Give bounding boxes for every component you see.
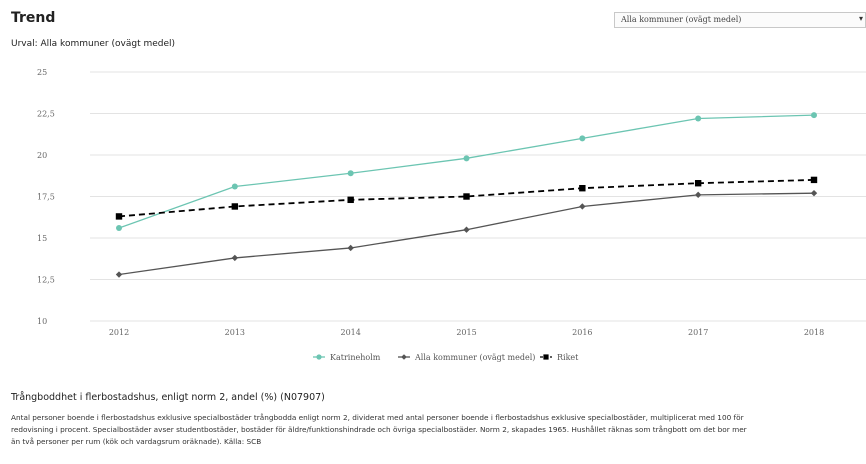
data-point [347,196,354,204]
trend-chart: 10 12,5 15 17,5 20 22,5 25 2012 2013 2014 2015 2016… [37,68,866,362]
data-point [579,203,586,210]
series-line [118,192,815,276]
legend-marker [401,354,407,360]
data-point [811,112,817,119]
y-tick-label: 20 [37,151,47,160]
data-point [694,180,702,187]
data-point [463,193,470,200]
y-tick-label: 12,5 [37,276,55,285]
data-point [810,176,818,184]
chevron-down-icon[interactable]: ▾ [858,14,863,23]
municipality-select-value: Alla kommuner (ovägt medel) [621,15,742,24]
legend-marker [316,354,322,360]
y-tick-label: 17,5 [37,193,55,202]
x-tick-label: 2018 [804,328,824,337]
x-tick-label: 2017 [688,328,708,337]
y-tick-label: 15 [37,234,47,243]
x-tick-label: 2012 [109,328,129,337]
data-point [695,115,702,122]
legend-marker [543,354,549,360]
x-tick-label: 2014 [340,328,360,337]
data-point [463,155,470,162]
indicator-title: Trångboddhet i flerbostadshus, enligt no… [11,392,325,403]
data-point [231,183,238,190]
legend-label: Katrineholm [330,353,381,362]
selection-subtitle: Urval: Alla kommuner (ovägt medel) [11,39,176,49]
indicator-description: Antal personer boende i flerbostadshus e… [11,412,866,448]
data-point [115,271,123,278]
series-line [118,114,815,229]
y-tick-label: 22,5 [37,110,55,119]
data-point [810,189,818,197]
x-tick-label: 2015 [456,328,476,337]
data-point [231,254,239,262]
data-point [347,170,354,177]
x-tick-label: 2016 [572,328,592,337]
y-tick-label: 25 [37,68,47,77]
municipality-select[interactable]: Alla kommuner (ovägt medel) ▾ [614,12,866,28]
description-line: än två personer per rum (kök och vardags… [11,437,262,446]
data-point [579,185,586,192]
data-point [463,226,470,233]
data-point [347,244,354,252]
data-point [116,225,122,232]
description-line: redovisning i procent. Specialbostäder a… [11,425,747,434]
legend-label: Alla kommuner (ovägt medel) [414,353,535,362]
chart-title: Trend [11,10,56,26]
description-line: Antal personer boende i flerbostadshus e… [11,413,744,422]
legend-label: Riket [557,353,579,362]
x-tick-label: 2013 [225,328,245,337]
data-point [115,213,123,220]
y-tick-label: 10 [37,317,47,326]
data-point [579,135,586,142]
data-point [694,191,702,199]
data-point [231,203,239,210]
